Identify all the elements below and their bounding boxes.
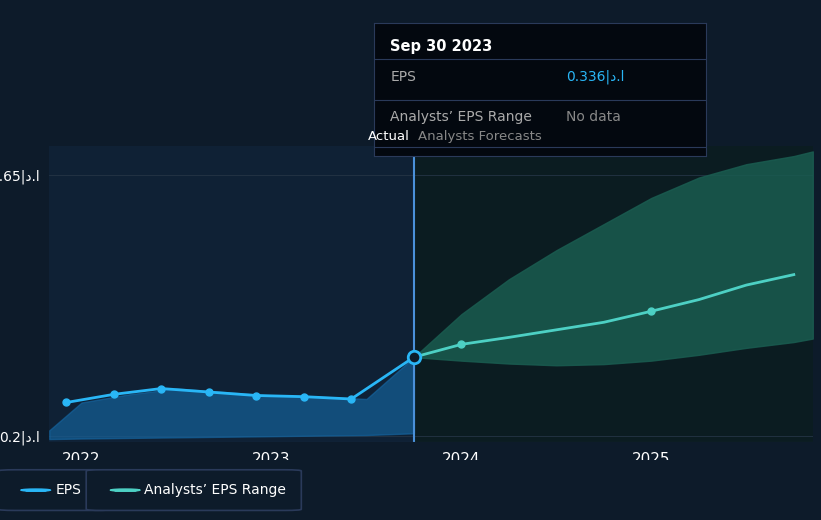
Text: EPS: EPS — [56, 483, 82, 497]
Text: EPS: EPS — [390, 70, 416, 84]
Text: Actual: Actual — [368, 130, 410, 143]
Text: 0.336|د.ا: 0.336|د.ا — [566, 70, 625, 84]
FancyBboxPatch shape — [0, 470, 112, 511]
Bar — [414, 146, 813, 442]
FancyBboxPatch shape — [86, 470, 301, 511]
Circle shape — [110, 489, 140, 491]
Text: Analysts’ EPS Range: Analysts’ EPS Range — [390, 110, 532, 124]
Circle shape — [21, 489, 51, 491]
Text: Analysts Forecasts: Analysts Forecasts — [418, 130, 542, 143]
Text: No data: No data — [566, 110, 621, 124]
Bar — [49, 146, 414, 442]
Text: Sep 30 2023: Sep 30 2023 — [390, 40, 493, 54]
Text: Analysts’ EPS Range: Analysts’ EPS Range — [144, 483, 287, 497]
